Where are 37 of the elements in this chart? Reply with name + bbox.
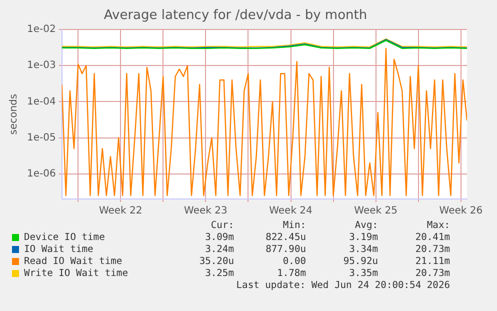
text: Min:	[282, 220, 306, 232]
x-tick-label: Week 24	[269, 206, 312, 217]
legend-label: Write IO Wait time	[23, 268, 129, 280]
x-tick-label: Week 26	[439, 206, 483, 217]
y-tick-label: 1e-06	[26, 168, 56, 180]
x-tick-label: Week 25	[354, 206, 398, 217]
text: 3.09m	[204, 232, 234, 244]
text: 3.35m	[348, 268, 378, 280]
text: 0.00	[282, 256, 306, 268]
legend-label: IO Wait time	[23, 244, 94, 256]
y-tick-label: 1e-05	[26, 132, 56, 144]
text: 822.45u	[264, 232, 306, 244]
text: Max:	[426, 220, 450, 232]
x-tick-label: Week 22	[98, 206, 142, 217]
text: 35.20u	[198, 256, 234, 268]
text: 20.73m	[414, 268, 450, 280]
text: 3.24m	[204, 244, 234, 256]
text: 20.73m	[414, 244, 450, 256]
legend-label: Device IO time	[23, 232, 106, 244]
text: 877.90u	[264, 244, 306, 256]
y-tick-label: 1e-04	[26, 96, 56, 108]
y-axis-title: seconds	[8, 94, 20, 135]
y-tick-label: 1e-02	[26, 24, 56, 36]
legend-label: Read IO Wait time	[23, 256, 124, 268]
text: Last update: Wed Jun 24 20:00:54 2026	[235, 280, 450, 292]
chart-title: Average latency for /dev/vda - by month	[104, 8, 368, 24]
text: Cur:	[210, 220, 234, 232]
y-tick-label: 1e-03	[26, 60, 56, 72]
text: 20.41m	[414, 232, 450, 244]
text: 1.78m	[276, 268, 306, 280]
text: 3.25m	[204, 268, 234, 280]
text: 3.34m	[348, 244, 378, 256]
text: 95.92u	[342, 256, 378, 268]
text: 21.11m	[414, 256, 450, 268]
x-tick-label: Week 23	[184, 206, 228, 217]
text: Avg:	[354, 220, 378, 232]
text: 3.19m	[348, 232, 378, 244]
